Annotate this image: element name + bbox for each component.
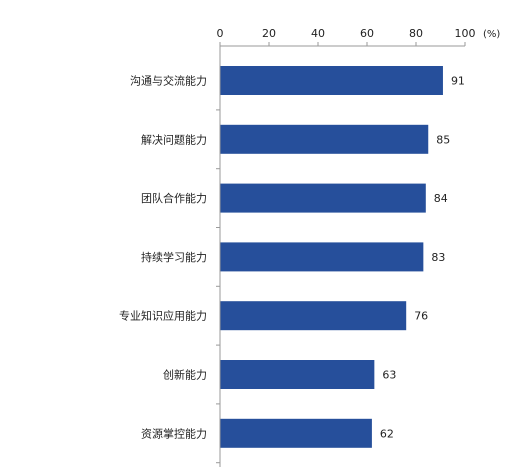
bar-value-label: 62 xyxy=(380,427,394,440)
bar-value-label: 85 xyxy=(436,133,450,146)
x-tick-label: 60 xyxy=(360,27,374,40)
x-tick-label: 100 xyxy=(455,27,476,40)
bar xyxy=(220,242,424,272)
bar xyxy=(220,360,375,389)
bar-value-label: 63 xyxy=(382,369,396,382)
category-label: 创新能力 xyxy=(163,368,207,382)
bar xyxy=(220,124,429,154)
bar xyxy=(220,418,372,448)
bar-value-label: 76 xyxy=(414,310,428,323)
x-tick-label: 0 xyxy=(217,27,224,40)
category-label: 团队合作能力 xyxy=(141,191,207,205)
bars: 91 85 84 83 76 63 62 xyxy=(220,66,465,448)
y-axis: 沟通与交流能力解决问题能力团队合作能力持续学习能力专业知识应用能力创新能力资源掌… xyxy=(119,46,221,467)
bar-value-label: 84 xyxy=(434,192,448,205)
bar-value-label: 83 xyxy=(431,251,445,264)
category-label: 持续学习能力 xyxy=(141,250,207,264)
bar-value-label: 91 xyxy=(451,75,465,88)
category-label: 沟通与交流能力 xyxy=(130,74,207,88)
x-tick-label: 20 xyxy=(262,27,276,40)
bar xyxy=(220,183,426,213)
bar xyxy=(220,66,443,95)
bar xyxy=(220,301,407,331)
category-label: 专业知识应用能力 xyxy=(119,309,207,323)
category-label: 解决问题能力 xyxy=(141,132,207,146)
x-tick-label: 80 xyxy=(409,27,423,40)
x-tick-label: 40 xyxy=(311,27,325,40)
x-unit-label: (%) xyxy=(483,29,500,40)
x-axis: 0 20 40 60 80 100 (%) xyxy=(217,27,500,47)
category-label: 资源掌控能力 xyxy=(141,426,207,440)
